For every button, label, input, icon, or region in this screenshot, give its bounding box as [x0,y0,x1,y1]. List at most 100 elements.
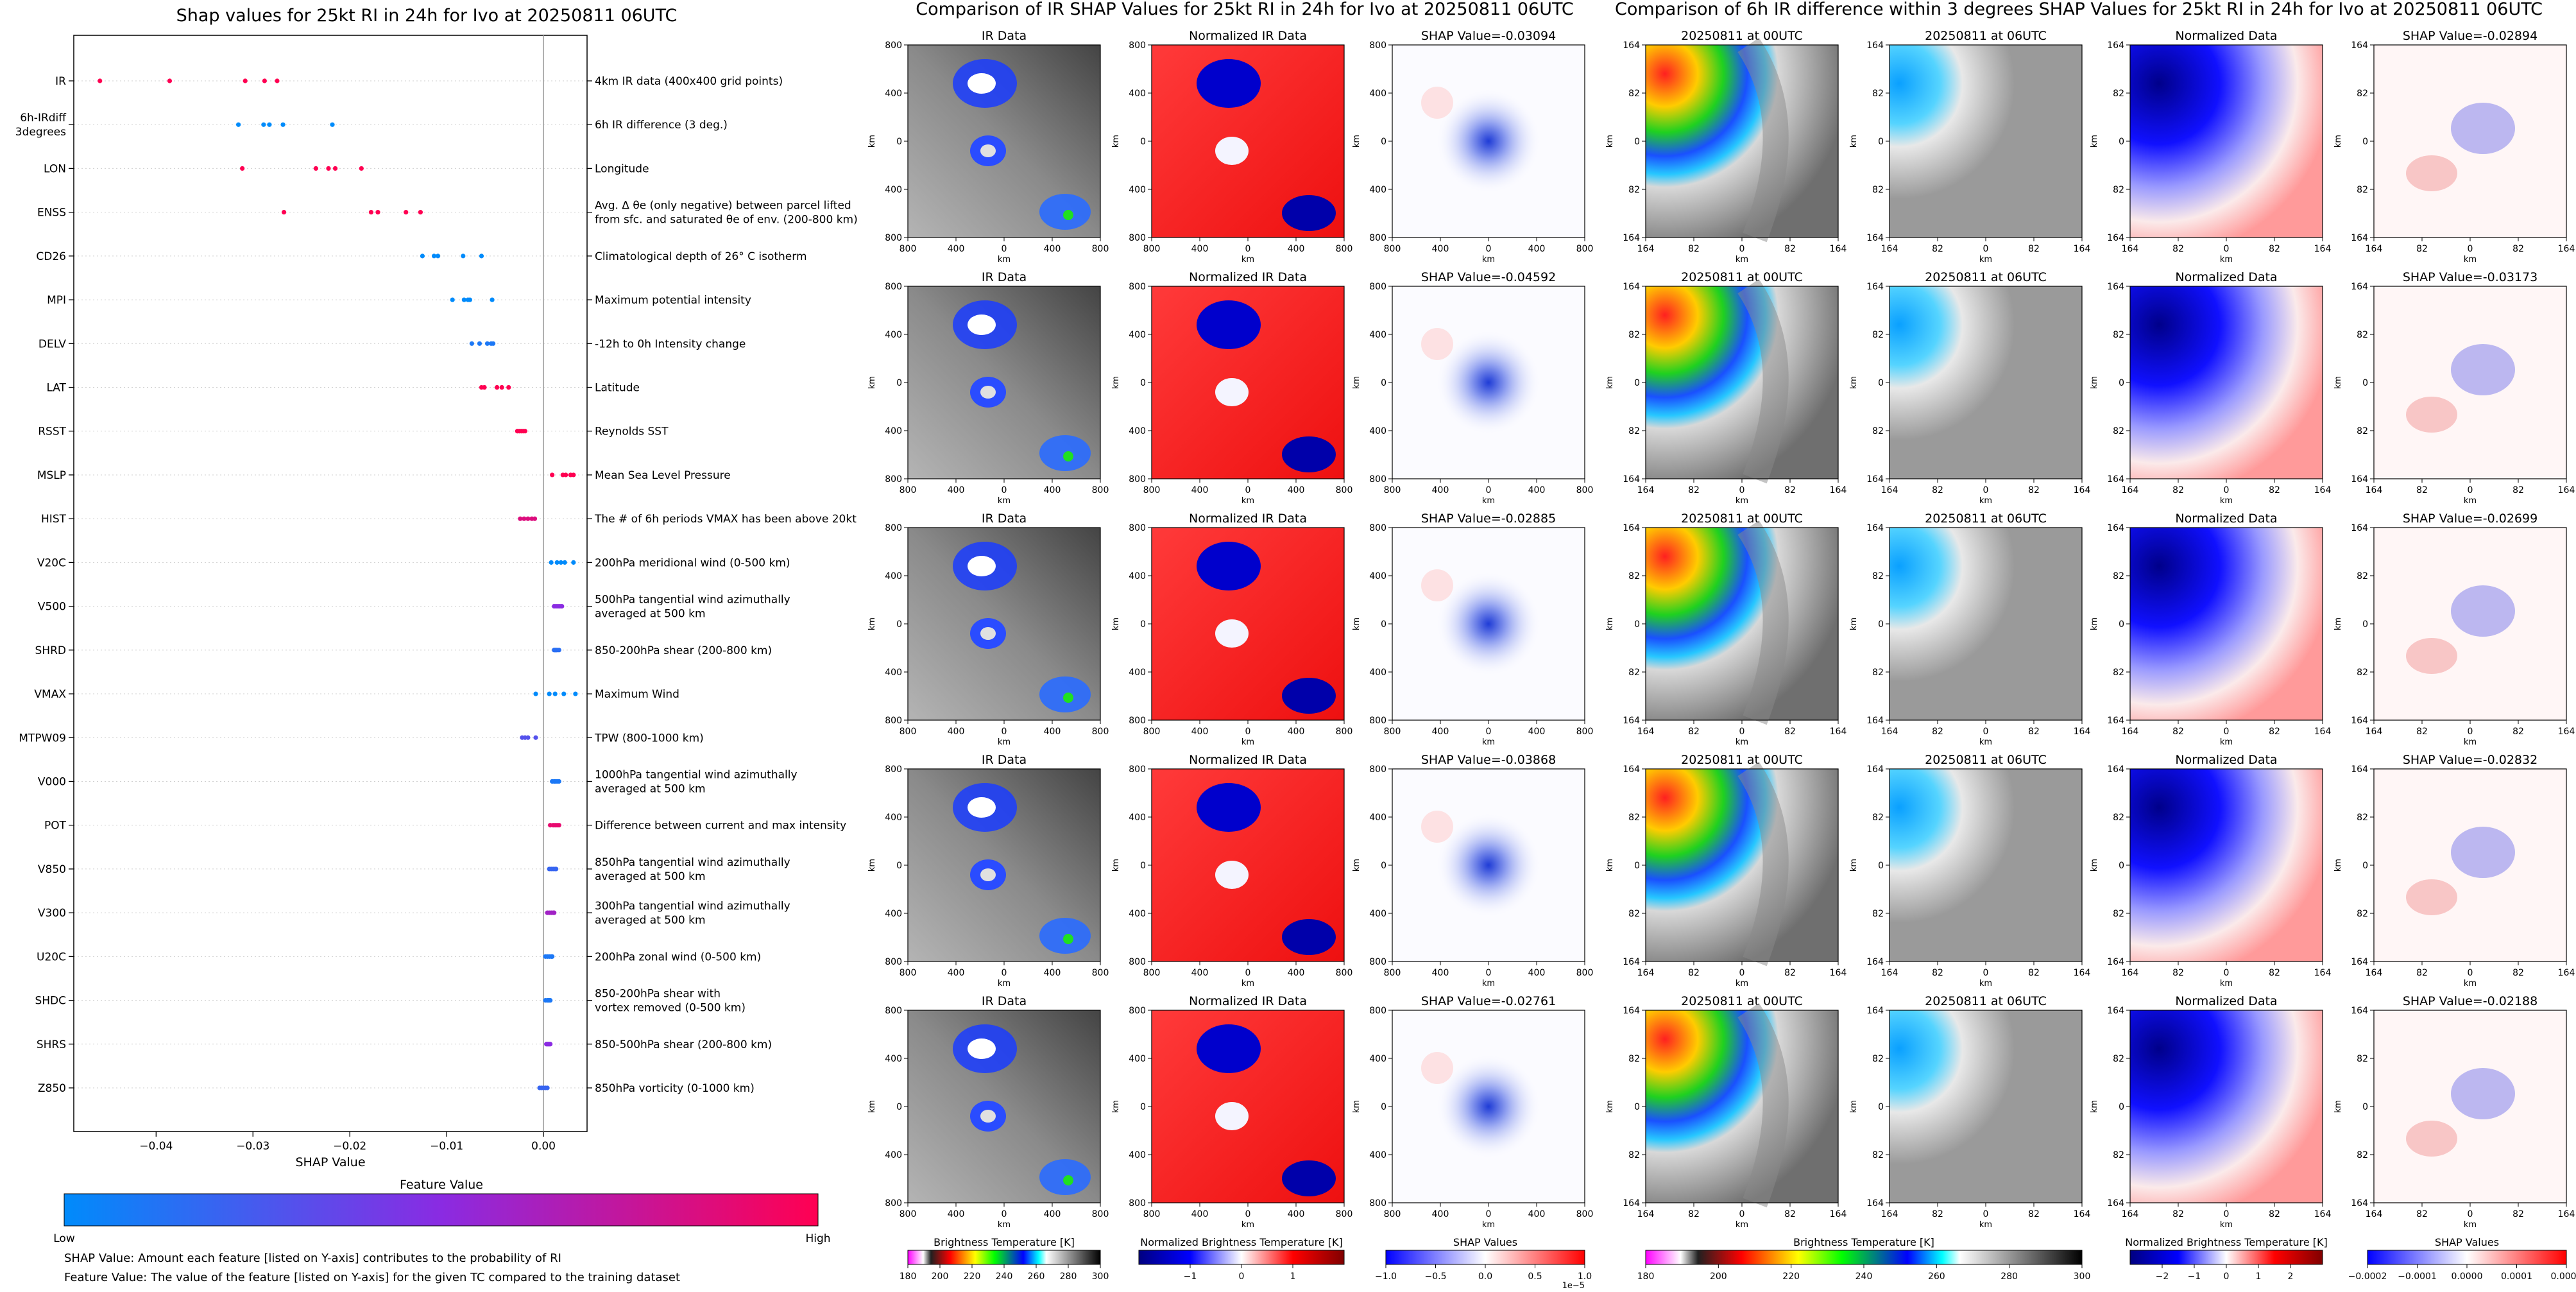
y-axis-unit: km [1605,376,1615,389]
y-tick-label: 0 [2119,378,2124,388]
normalized-ir-image [1152,769,1344,961]
norm-field [2130,1010,2323,1203]
norm-cluster [1197,1024,1261,1073]
x-tick-label: 164 [1830,727,1847,737]
x-tick-label: 400 [1432,485,1449,495]
shap-positive-patch [1421,569,1453,601]
feature-description: Difference between current and max inten… [595,820,846,832]
y-tick-label: 82 [2113,330,2124,340]
feature-description: 850-500hPa shear (200-800 km) [595,1038,772,1051]
subplot-title: 20250811 at 06UTC [1925,512,2047,526]
ir-shap-map [1392,286,1585,479]
x-tick-label: 400 [1432,968,1449,978]
feature-name: SHRS [37,1038,66,1051]
colorbar-tick-label: −1.0 [1375,1271,1397,1282]
y-tick-label: 82 [1872,571,1884,581]
subplot-title: SHAP Value=-0.02761 [1421,994,1556,1008]
x-tick-label: 0 [2468,968,2473,978]
x-tick-label: 0 [1486,244,1492,254]
x-tick-label: 82 [2028,485,2040,495]
feature-description: Longitude [595,162,649,175]
shap-negative-patch [2451,827,2515,878]
y-tick-label: 400 [885,571,902,581]
y-tick-label: 800 [1369,1198,1386,1209]
x-tick-label: 800 [1576,968,1594,978]
y-tick-label: 400 [1369,330,1386,340]
y-tick-label: 82 [2113,1054,2124,1064]
y-tick-label: 82 [2113,571,2124,581]
subplot-title: SHAP Value=-0.02699 [2403,512,2538,526]
x-tick-label: 0 [1739,485,1745,495]
y-tick-label: 164 [1623,1006,1640,1016]
x-tick-label: 0 [1739,1209,1745,1219]
subplot-title: SHAP Value=-0.03094 [1421,29,1556,43]
feature-description-line: TPW (800-1000 km) [594,732,704,745]
y-tick-label: 400 [1129,668,1146,678]
ir-shap-map [1392,528,1585,720]
storm-field [1889,286,2082,479]
shap-point [559,604,564,608]
shap-positive-patch [2406,1121,2457,1157]
y-tick-label: 0 [1878,378,1884,388]
ir-data-image [908,769,1100,961]
feature-name: MPI [47,294,66,307]
colorbar-tick-label: 300 [1092,1271,1109,1282]
feature-description-line: Maximum potential intensity [595,294,751,307]
x-tick-label: 800 [1336,968,1353,978]
feature-description-line: 200hPa zonal wind (0-500 km) [595,951,761,963]
x-tick-label: 0 [1983,1209,1989,1219]
x-tick-label: 400 [1528,485,1546,495]
colorbar-label: Brightness Temperature [K] [934,1236,1075,1248]
subplot-title: 20250811 at 00UTC [1681,753,1803,767]
colorbar-tick-label: 200 [932,1271,949,1282]
storm-field [1889,1010,2082,1203]
y-tick-label: 400 [1129,571,1146,581]
y-axis-unit: km [867,376,877,389]
colorbar [1646,1250,2082,1264]
y-axis-unit: km [1111,859,1121,872]
y-tick-label: 164 [2107,1198,2124,1209]
feature-name-line: IR [55,75,66,88]
y-tick-label: 164 [1623,40,1640,51]
feature-name-line: ENSS [37,207,66,220]
colorbar-tick-label: 0 [2224,1271,2230,1282]
x-tick-label: 800 [900,485,917,495]
x-tick-label: 0 [1739,968,1745,978]
feature-description-line: 850-200hPa shear (200-800 km) [595,644,772,657]
x-tick-label: 0 [1486,485,1492,495]
shap-point [533,691,538,696]
x-tick-label: 800 [1092,244,1109,254]
y-tick-label: 800 [885,523,902,533]
shap-negative-patch [2451,344,2515,395]
x-axis-unit: km [2220,255,2233,264]
y-tick-label: 800 [885,233,902,243]
feature-description-line: Reynolds SST [595,426,669,438]
y-tick-label: 164 [2351,282,2368,292]
y-tick-label: 82 [1872,909,1884,919]
subplot-title: Normalized IR Data [1189,270,1307,284]
norm-storm [1215,619,1249,648]
x-axis-unit: km [1482,979,1495,988]
colorbar-tick-label: −1 [1184,1271,1197,1282]
x-tick-label: 164 [1830,968,1847,978]
y-tick-label: 0 [896,137,902,147]
x-axis-unit: km [2220,979,2233,988]
y-tick-label: 82 [2113,426,2124,436]
y-axis-unit: km [2090,1100,2099,1113]
y-tick-label: 82 [1628,426,1640,436]
y-axis-unit: km [2090,135,2099,148]
x-tick-label: 82 [1932,485,1943,495]
shap-point [523,429,527,433]
normalized-diff-image [2130,528,2323,720]
y-tick-label: 800 [885,716,902,726]
y-tick-label: 82 [2357,330,2368,340]
colorbar [1386,1250,1585,1264]
feature-name: VMAX [34,688,66,701]
subplot-title: SHAP Value=-0.02188 [2403,994,2538,1008]
y-tick-label: 164 [2351,40,2368,51]
feature-description-line: 4km IR data (400x400 grid points) [595,75,783,88]
feature-name: MTPW09 [19,732,66,745]
colorbar-tick-label: 280 [2000,1271,2018,1282]
norm-cluster [1197,59,1261,108]
shap-positive-patch [1421,811,1453,843]
